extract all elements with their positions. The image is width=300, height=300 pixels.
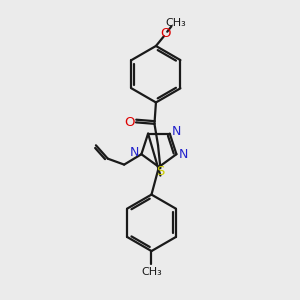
Text: CH₃: CH₃ (166, 18, 186, 28)
Text: O: O (160, 27, 171, 40)
Text: S: S (156, 166, 165, 178)
Text: CH₃: CH₃ (141, 267, 162, 277)
Text: N: N (172, 125, 181, 138)
Text: O: O (124, 116, 135, 129)
Text: N: N (130, 146, 140, 159)
Text: N: N (178, 148, 188, 161)
